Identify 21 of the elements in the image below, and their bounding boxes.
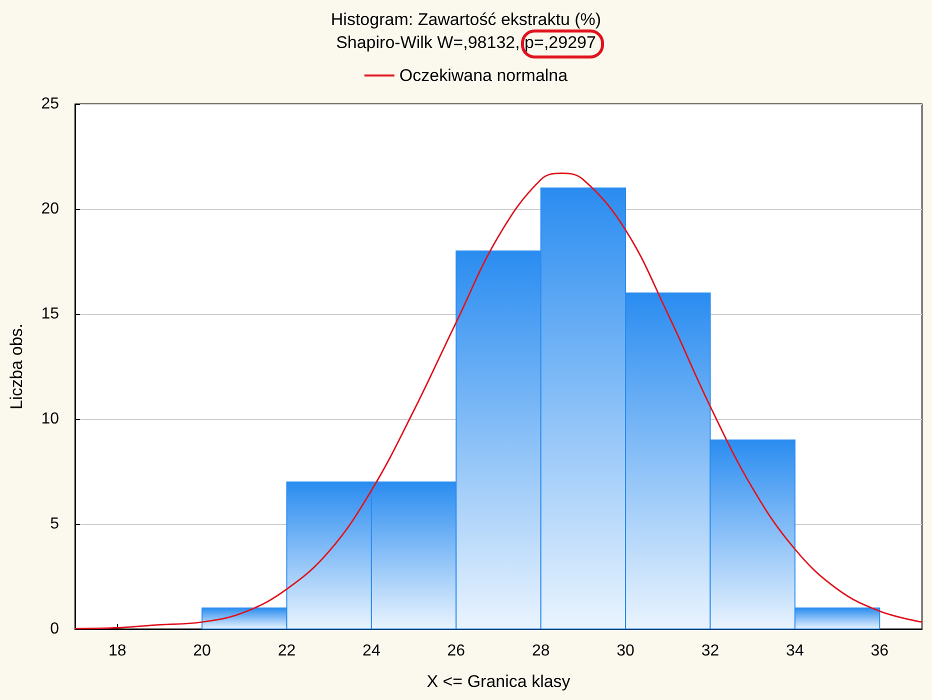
x-axis-title: X <= Granica klasy <box>426 672 571 691</box>
chart-subtitle: Shapiro-Wilk W=,98132, p=,29297 <box>336 33 596 52</box>
x-tick-label: 28 <box>532 642 550 660</box>
x-tick-label: 24 <box>362 642 380 660</box>
x-tick-label: 22 <box>278 642 296 660</box>
x-tick-label: 30 <box>616 642 635 660</box>
y-tick-label: 20 <box>41 200 60 218</box>
x-tick-label: 34 <box>786 642 804 660</box>
legend-label: Oczekiwana normalna <box>399 66 568 85</box>
x-tick-label: 36 <box>870 642 889 660</box>
y-tick-label: 25 <box>41 96 60 112</box>
y-tick-label: 5 <box>50 516 60 532</box>
x-tick-label: 18 <box>108 642 126 660</box>
x-tick-label: 26 <box>447 642 466 660</box>
y-tick-label: 15 <box>41 306 60 322</box>
y-tick-label: 0 <box>50 620 60 638</box>
y-tick-label: 10 <box>41 410 60 428</box>
x-tick-label: 20 <box>193 642 212 660</box>
chart-title: Histogram: Zawartość ekstraktu (%) <box>330 10 602 29</box>
x-tick-label: 32 <box>701 642 720 660</box>
y-axis-title: Liczba obs. <box>7 324 26 410</box>
